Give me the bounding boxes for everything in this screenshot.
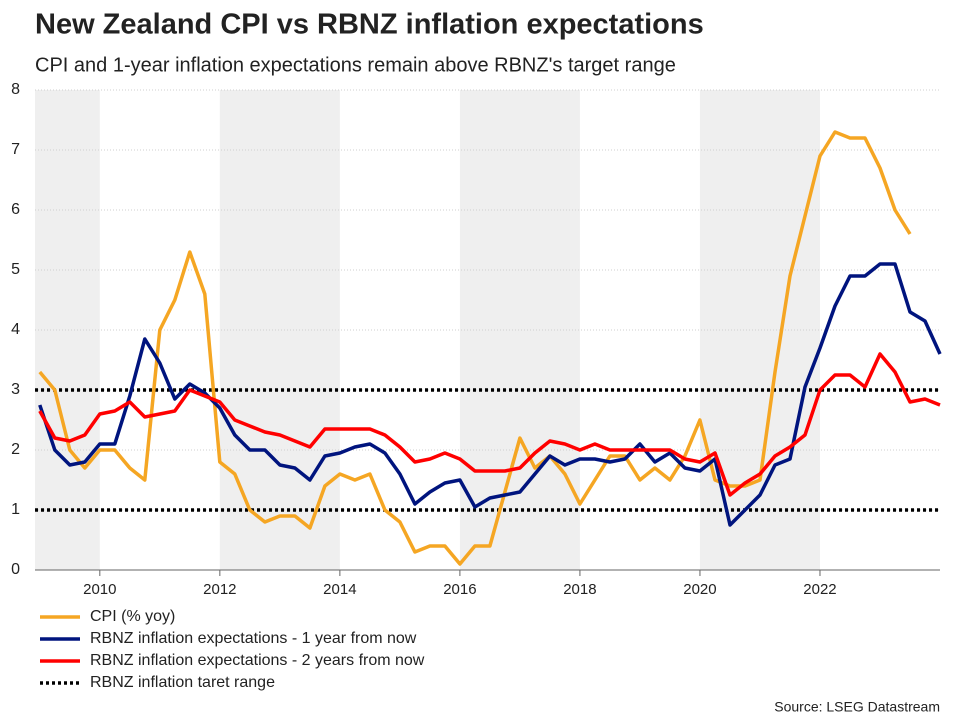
x-tick-label: 2020 bbox=[683, 581, 716, 598]
legend-label: RBNZ inflation expectations - 1 year fro… bbox=[90, 630, 417, 647]
x-tick-label: 2014 bbox=[323, 581, 356, 598]
shade-band bbox=[459, 90, 580, 570]
series-line bbox=[38, 352, 941, 497]
y-tick-label: 5 bbox=[11, 261, 20, 278]
y-tick-label: 8 bbox=[11, 81, 20, 98]
legend-label: RBNZ inflation taret range bbox=[90, 674, 275, 691]
legend-label: CPI (% yoy) bbox=[90, 608, 175, 625]
chart-subtitle: CPI and 1-year inflation expectations re… bbox=[35, 54, 676, 76]
source: Source: LSEG Datastream bbox=[774, 699, 940, 715]
shade-band bbox=[699, 90, 820, 570]
legend-label: RBNZ inflation expectations - 2 years fr… bbox=[90, 652, 425, 669]
chart-title: New Zealand CPI vs RBNZ inflation expect… bbox=[35, 9, 704, 41]
series-line bbox=[38, 130, 912, 566]
y-tick-label: 2 bbox=[11, 441, 20, 458]
series-line bbox=[38, 262, 942, 527]
y-tick-label: 7 bbox=[11, 141, 20, 158]
y-tick-label: 3 bbox=[11, 381, 20, 398]
x-tick-label: 2016 bbox=[443, 581, 476, 598]
x-tick-label: 2010 bbox=[83, 581, 116, 598]
y-tick-label: 6 bbox=[11, 201, 20, 218]
y-tick-label: 0 bbox=[11, 561, 20, 578]
y-tick-label: 1 bbox=[11, 501, 20, 518]
y-tick-label: 4 bbox=[11, 321, 20, 338]
x-tick-label: 2012 bbox=[203, 581, 236, 598]
x-tick-label: 2018 bbox=[563, 581, 596, 598]
x-tick-label: 2022 bbox=[803, 581, 836, 598]
